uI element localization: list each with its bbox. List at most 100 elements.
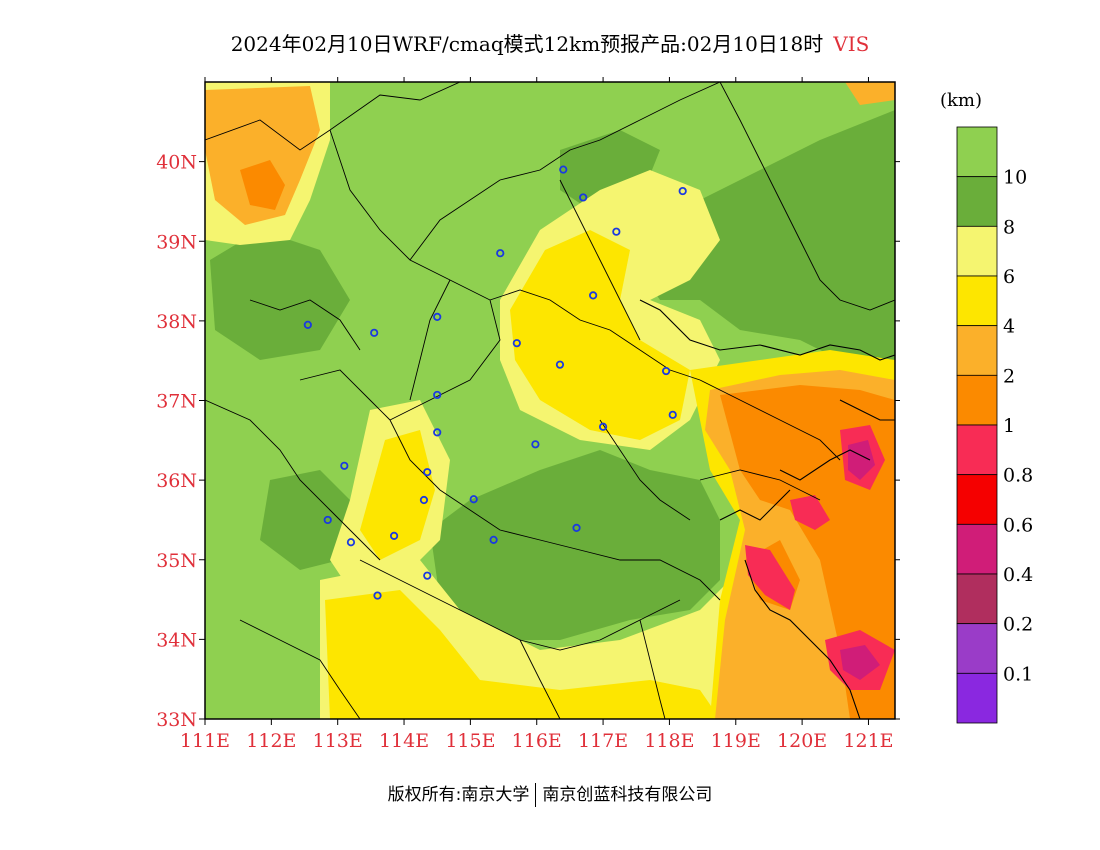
city-marker: [423, 468, 432, 477]
colorbar-label: 0.1: [1003, 663, 1033, 685]
colorbar-segment: [956, 225, 998, 277]
colorbar-segment: [956, 623, 998, 674]
field-yellow-south: [325, 590, 720, 719]
map-title: 2024年02月10日WRF/cmaq模式12km预报产品:02月10日18时 V…: [0, 28, 1100, 57]
visibility-field: [205, 82, 895, 719]
field-dark-green-ne: [640, 110, 895, 360]
city-marker: [598, 422, 608, 431]
city-marker: [433, 312, 442, 321]
colorbar-label: 0.6: [1003, 514, 1033, 536]
colorbar: 10 8 6 4 2 1 0.8 0.6 0.4 0.2 0.1: [956, 126, 1033, 724]
lon-label: 120E: [777, 730, 827, 752]
field-dark-green-west: [210, 230, 350, 360]
city-marker: [678, 186, 687, 196]
colorbar-label: 0.2: [1003, 614, 1033, 636]
city-marker: [589, 291, 598, 300]
colorbar-segment: [956, 126, 998, 178]
title-main: 2024年02月10日WRF/cmaq模式12km预报产品:02月10日18时: [230, 32, 824, 56]
city-marker: [572, 523, 581, 533]
field-red-spot-3: [745, 545, 795, 610]
footer-copyright: 版权所有:南京大学: [387, 785, 530, 805]
lon-label: 111E: [180, 730, 230, 752]
city-marker: [389, 531, 399, 540]
city-markers: [303, 165, 687, 600]
city-marker: [433, 390, 442, 400]
colorbar-label: 4: [1003, 316, 1015, 338]
axis-labels: 33N 34N 35N 36N 37N 38N 39N 40N 111E 112E 113E 114E…: [156, 152, 893, 752]
city-marker: [346, 538, 356, 547]
city-marker: [419, 495, 429, 505]
colorbar-segment: [956, 325, 998, 376]
colorbar-label: 10: [1003, 167, 1027, 189]
city-marker: [373, 591, 382, 600]
lat-label: 40N: [156, 152, 197, 174]
lon-label: 119E: [711, 730, 761, 752]
lat-label: 38N: [156, 311, 197, 333]
field-dark-green-center: [430, 450, 720, 640]
footer-separator: [535, 783, 537, 807]
city-marker: [469, 495, 478, 504]
city-marker: [612, 227, 621, 236]
field-magenta-spot-1: [848, 440, 875, 480]
lon-label: 112E: [246, 730, 296, 752]
lon-label: 121E: [843, 730, 893, 752]
colorbar-segment: [956, 374, 998, 426]
colorbar-segment: [956, 523, 998, 575]
lat-label: 34N: [156, 629, 197, 651]
field-magenta-spot-4: [840, 645, 880, 680]
field-orange-nw: [205, 86, 320, 225]
colorbar-segment: [956, 672, 998, 724]
coastline: [639, 299, 895, 719]
colorbar-label: 8: [1003, 216, 1015, 238]
colorbar-segment: [956, 176, 998, 227]
city-marker: [370, 328, 379, 337]
field-yellow-center: [510, 230, 690, 440]
city-marker: [323, 515, 332, 525]
title-variable: VIS: [833, 32, 870, 56]
city-marker: [579, 193, 588, 202]
city-marker: [423, 571, 432, 580]
field-dark-green-west2: [260, 470, 350, 570]
city-marker: [496, 249, 505, 258]
province-borders: [205, 82, 895, 719]
lat-label: 33N: [156, 709, 197, 731]
city-marker: [489, 535, 498, 544]
lat-label: 35N: [156, 550, 197, 572]
lon-label: 116E: [512, 730, 562, 752]
footer-company: 南京创蓝科技有限公司: [542, 785, 713, 805]
city-marker: [303, 320, 312, 329]
lon-label: 117E: [578, 730, 628, 752]
field-red-spot-2: [790, 495, 830, 530]
colorbar-segment: [956, 424, 998, 476]
axis-ticks: [199, 77, 900, 725]
field-yellow-sw: [360, 430, 435, 560]
colorbar-label: 2: [1003, 365, 1015, 387]
lat-label: 36N: [156, 470, 197, 492]
colorbar-segment: [956, 275, 998, 327]
city-marker: [668, 410, 677, 419]
lat-label: 37N: [156, 391, 197, 413]
field-dorange-nw: [240, 160, 285, 210]
colorbar-label: 1: [1003, 415, 1015, 437]
city-marker: [340, 461, 349, 470]
colorbar-label: 0.4: [1003, 564, 1033, 586]
colorbar-segment: [956, 573, 998, 625]
field-orange-ne-corner: [845, 82, 895, 105]
lon-label: 118E: [644, 730, 694, 752]
city-marker: [512, 339, 521, 348]
colorbar-segment: [956, 474, 998, 525]
colorbar-unit: (km): [940, 90, 983, 111]
city-marker: [555, 360, 565, 369]
city-marker: [433, 428, 442, 437]
colorbar-label: 6: [1003, 266, 1015, 288]
lat-label: 39N: [156, 231, 197, 253]
colorbar-label: 0.8: [1003, 465, 1033, 487]
city-marker: [559, 165, 568, 174]
city-marker: [531, 440, 540, 449]
lon-label: 114E: [379, 730, 429, 752]
lon-label: 113E: [313, 730, 363, 752]
city-marker: [662, 366, 671, 376]
footer: 版权所有:南京大学 南京创蓝科技有限公司: [0, 780, 1100, 807]
lon-label: 115E: [445, 730, 495, 752]
